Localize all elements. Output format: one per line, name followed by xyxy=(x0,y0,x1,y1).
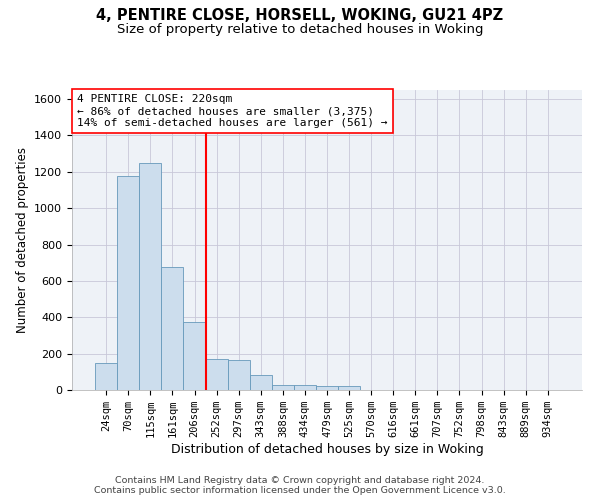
Bar xyxy=(139,162,161,390)
Bar xyxy=(206,359,227,390)
Bar xyxy=(294,386,316,390)
Bar xyxy=(272,384,294,390)
Bar xyxy=(338,386,360,390)
Bar xyxy=(161,268,184,390)
Bar xyxy=(227,360,250,390)
Text: Contains HM Land Registry data © Crown copyright and database right 2024.
Contai: Contains HM Land Registry data © Crown c… xyxy=(94,476,506,495)
Y-axis label: Number of detached properties: Number of detached properties xyxy=(16,147,29,333)
Text: 4, PENTIRE CLOSE, HORSELL, WOKING, GU21 4PZ: 4, PENTIRE CLOSE, HORSELL, WOKING, GU21 … xyxy=(97,8,503,22)
Bar xyxy=(250,376,272,390)
Bar xyxy=(95,362,117,390)
Text: 4 PENTIRE CLOSE: 220sqm
← 86% of detached houses are smaller (3,375)
14% of semi: 4 PENTIRE CLOSE: 220sqm ← 86% of detache… xyxy=(77,94,388,128)
Bar xyxy=(316,386,338,390)
Bar xyxy=(117,176,139,390)
Text: Size of property relative to detached houses in Woking: Size of property relative to detached ho… xyxy=(117,22,483,36)
Bar xyxy=(184,322,206,390)
Text: Distribution of detached houses by size in Woking: Distribution of detached houses by size … xyxy=(170,442,484,456)
